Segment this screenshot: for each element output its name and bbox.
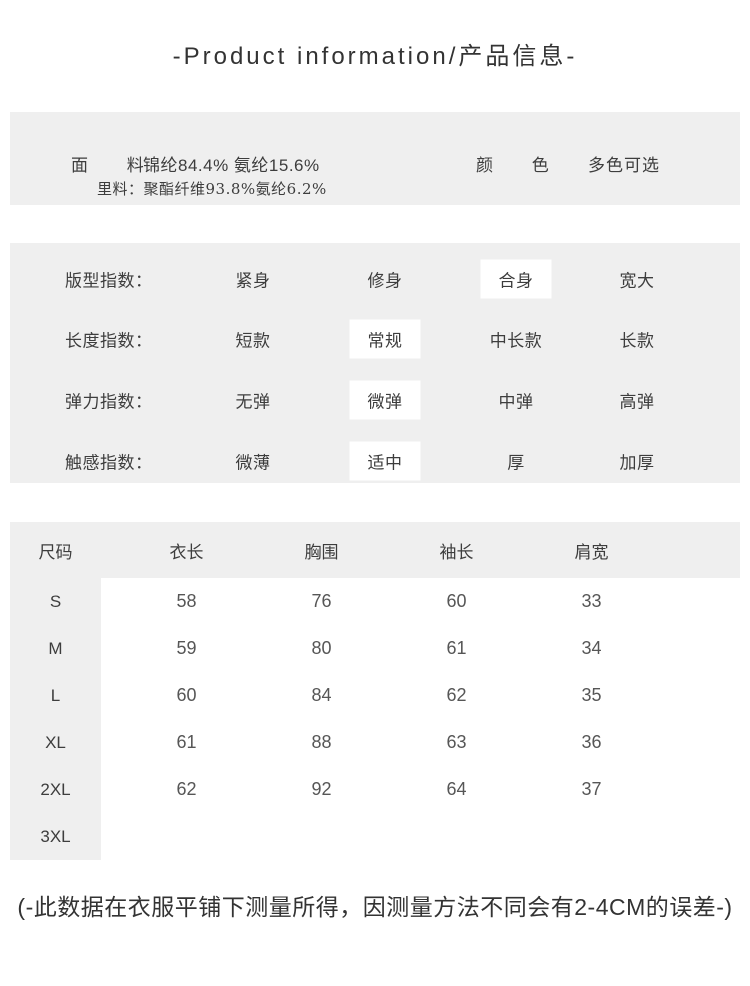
table-row: XL 61 88 63 36 xyxy=(10,719,740,766)
thickness-index-row: 触感指数： 微薄 适中 厚 加厚 xyxy=(10,431,740,491)
elasticity-option-selected: 微弹 xyxy=(349,380,421,420)
color-value: 多色可选 xyxy=(588,156,660,175)
table-row: L 60 84 62 35 xyxy=(10,672,740,719)
table-row: 3XL xyxy=(10,813,740,860)
table-value: 61 xyxy=(446,638,467,658)
table-value: 61 xyxy=(176,732,197,752)
index-panel: 版型指数： 紧身 修身 合身 宽大 长度指数： 短款 常规 中长款 长款 弹力指… xyxy=(10,243,740,483)
thickness-index-label: 触感指数： xyxy=(65,453,153,473)
thickness-option: 加厚 xyxy=(619,453,655,473)
table-value: 63 xyxy=(446,732,467,752)
table-row: 2XL 62 92 64 37 xyxy=(10,766,740,813)
fit-option: 宽大 xyxy=(619,271,655,291)
header-size: 尺码 xyxy=(38,542,73,562)
table-value: 80 xyxy=(311,638,332,658)
table-value: 59 xyxy=(176,638,197,658)
elasticity-option: 无弹 xyxy=(235,392,271,412)
fit-option: 紧身 xyxy=(235,271,271,291)
fit-index-label: 版型指数： xyxy=(65,271,153,291)
length-option: 长款 xyxy=(619,331,655,351)
lining-value: 里料：聚酯纤维93.8%氨纶6.2% xyxy=(97,180,327,198)
header-sleeve-length: 袖长 xyxy=(439,542,474,562)
table-value: 35 xyxy=(581,685,602,705)
elasticity-index-label: 弹力指数： xyxy=(65,392,153,412)
thickness-option: 微薄 xyxy=(235,453,271,473)
measurement-disclaimer: (-此数据在衣服平铺下测量所得，因测量方法不同会有2-4CM的误差-) xyxy=(17,894,733,920)
length-option: 短款 xyxy=(235,331,271,351)
size-label: XL xyxy=(10,719,101,766)
thickness-option-selected: 适中 xyxy=(349,441,421,481)
table-value: 76 xyxy=(311,591,332,611)
table-value: 60 xyxy=(176,685,197,705)
elasticity-option: 高弹 xyxy=(619,392,655,412)
color-label: 颜 色 xyxy=(476,156,566,175)
elasticity-option: 中弹 xyxy=(498,392,534,412)
fabric-panel: 面 料 锦纶84.4% 氨纶15.6% 颜 色 多色可选 里料：聚酯纤维93.8… xyxy=(10,112,740,205)
table-value: 34 xyxy=(581,638,602,658)
table-row: M 59 80 61 34 xyxy=(10,625,740,672)
size-label: 2XL xyxy=(10,766,101,813)
table-value: 92 xyxy=(311,779,332,799)
header-garment-length: 衣长 xyxy=(169,542,204,562)
table-value: 84 xyxy=(311,685,332,705)
table-value: 36 xyxy=(581,732,602,752)
fabric-value: 锦纶84.4% 氨纶15.6% xyxy=(143,156,320,175)
table-value: 60 xyxy=(446,591,467,611)
length-index-row: 长度指数： 短款 常规 中长款 长款 xyxy=(10,309,740,369)
fit-option-selected: 合身 xyxy=(480,259,552,299)
length-option-selected: 常规 xyxy=(349,319,421,359)
size-label: S xyxy=(10,578,101,625)
size-table-header: 尺码 衣长 胸围 袖长 肩宽 xyxy=(10,522,740,578)
table-row: S 58 76 60 33 xyxy=(10,578,740,625)
fabric-row: 面 料 锦纶84.4% 氨纶15.6% 颜 色 多色可选 xyxy=(10,151,740,175)
size-label: 3XL xyxy=(10,813,101,860)
size-label: L xyxy=(10,672,101,719)
header-shoulder-width: 肩宽 xyxy=(574,542,609,562)
table-value: 88 xyxy=(311,732,332,752)
table-value: 62 xyxy=(446,685,467,705)
size-table: 尺码 衣长 胸围 袖长 肩宽 S 58 76 60 33 M 59 80 61 … xyxy=(10,522,740,860)
elasticity-index-row: 弹力指数： 无弹 微弹 中弹 高弹 xyxy=(10,370,740,430)
fit-option: 修身 xyxy=(367,271,403,291)
table-value: 58 xyxy=(176,591,197,611)
thickness-option: 厚 xyxy=(507,453,525,473)
header-bust: 胸围 xyxy=(304,542,339,562)
table-value: 37 xyxy=(581,779,602,799)
length-option: 中长款 xyxy=(489,331,543,351)
table-value: 33 xyxy=(581,591,602,611)
table-value: 64 xyxy=(446,779,467,799)
size-label: M xyxy=(10,625,101,672)
fabric-label: 面 料 xyxy=(71,156,161,175)
table-value: 62 xyxy=(176,779,197,799)
length-index-label: 长度指数： xyxy=(65,331,153,351)
fit-index-row: 版型指数： 紧身 修身 合身 宽大 xyxy=(10,249,740,309)
page-title: -Product information/产品信息- xyxy=(172,43,578,70)
